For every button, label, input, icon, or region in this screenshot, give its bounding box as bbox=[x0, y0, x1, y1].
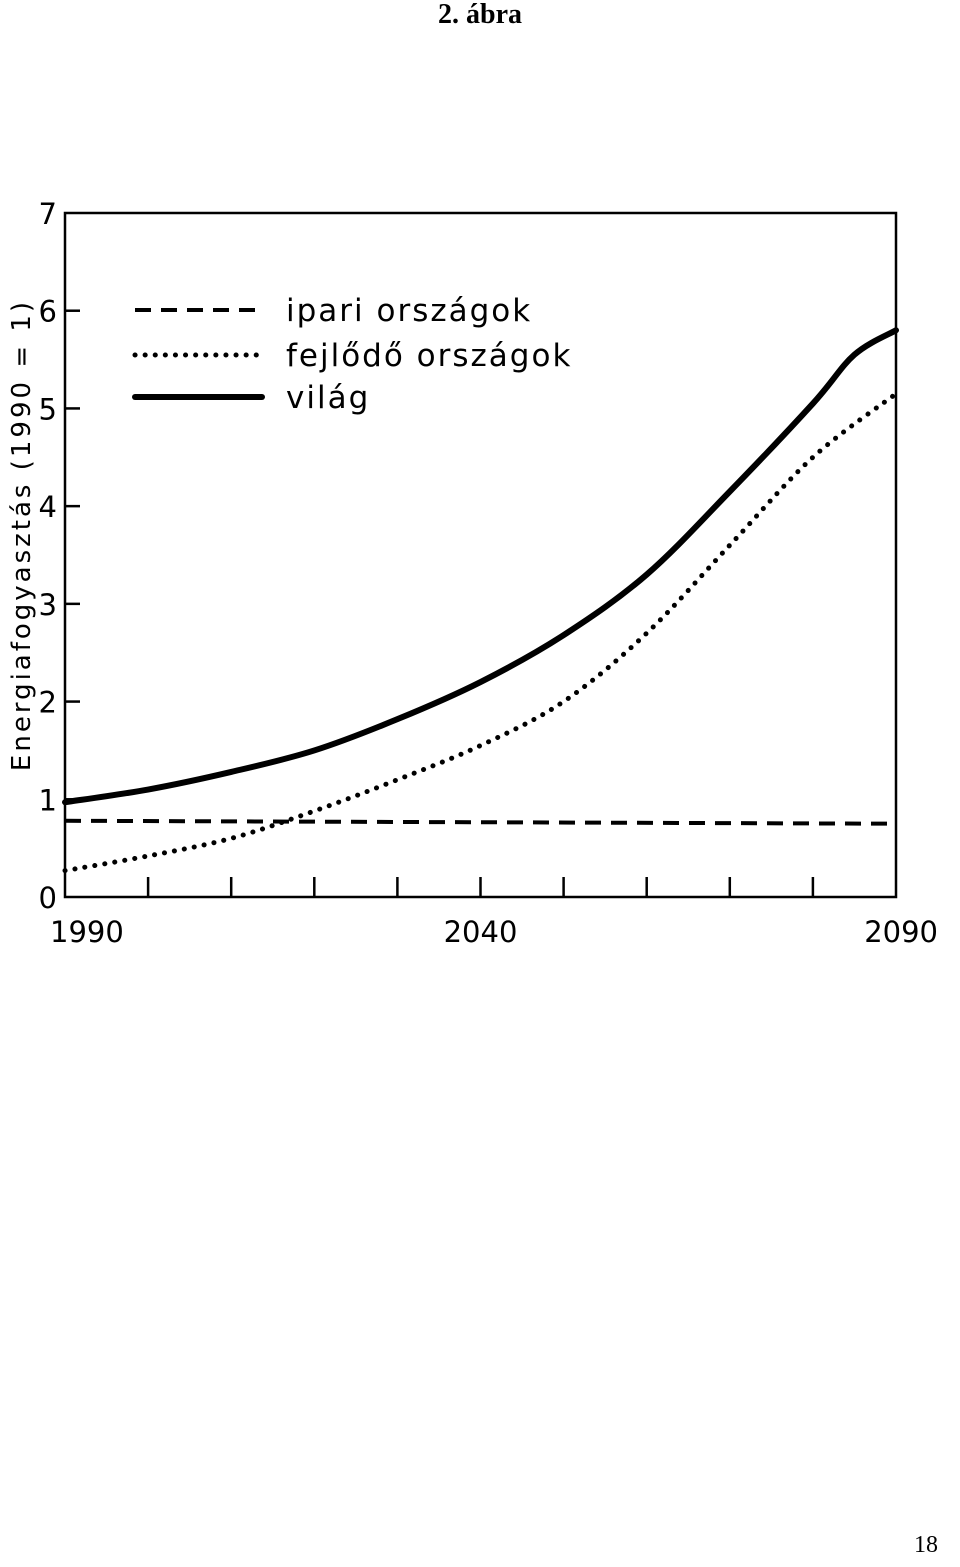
y-tick-label: 3 bbox=[39, 588, 57, 622]
y-tick-label: 2 bbox=[39, 686, 57, 720]
series-line-dashed bbox=[64, 818, 897, 826]
page-number: 18 bbox=[914, 1532, 938, 1558]
series-line-dotted bbox=[62, 391, 899, 874]
y-tick-label: 4 bbox=[39, 490, 57, 524]
x-tick-label: 2040 bbox=[444, 915, 518, 949]
legend-label: fejlődő országok bbox=[286, 338, 572, 374]
legend-label: ipari országok bbox=[286, 293, 532, 329]
y-tick-label: 5 bbox=[39, 392, 57, 426]
y-tick-label: 7 bbox=[39, 197, 57, 231]
y-tick-label: 6 bbox=[39, 295, 57, 329]
line-chart: 0 1 2 3 4 5 6 7 1990 2040 2090 ipari országok fejlő… bbox=[7, 197, 938, 949]
figure-title: 2. ábra bbox=[438, 0, 522, 30]
axis-ticks: 0 1 2 3 4 5 6 7 1990 2040 2090 bbox=[39, 197, 938, 949]
legend: ipari országok fejlődő országok világ bbox=[132, 293, 572, 416]
x-tick-label: 2090 bbox=[864, 915, 938, 949]
x-tick-label: 1990 bbox=[50, 915, 124, 949]
y-axis-title: Energiafogyasztás (1990 = 1) bbox=[7, 299, 37, 771]
y-tick-label: 1 bbox=[39, 783, 57, 817]
data-series bbox=[62, 327, 899, 874]
y-tick-label: 0 bbox=[39, 881, 57, 915]
series-line-solid bbox=[62, 327, 899, 806]
legend-label: világ bbox=[286, 380, 370, 416]
